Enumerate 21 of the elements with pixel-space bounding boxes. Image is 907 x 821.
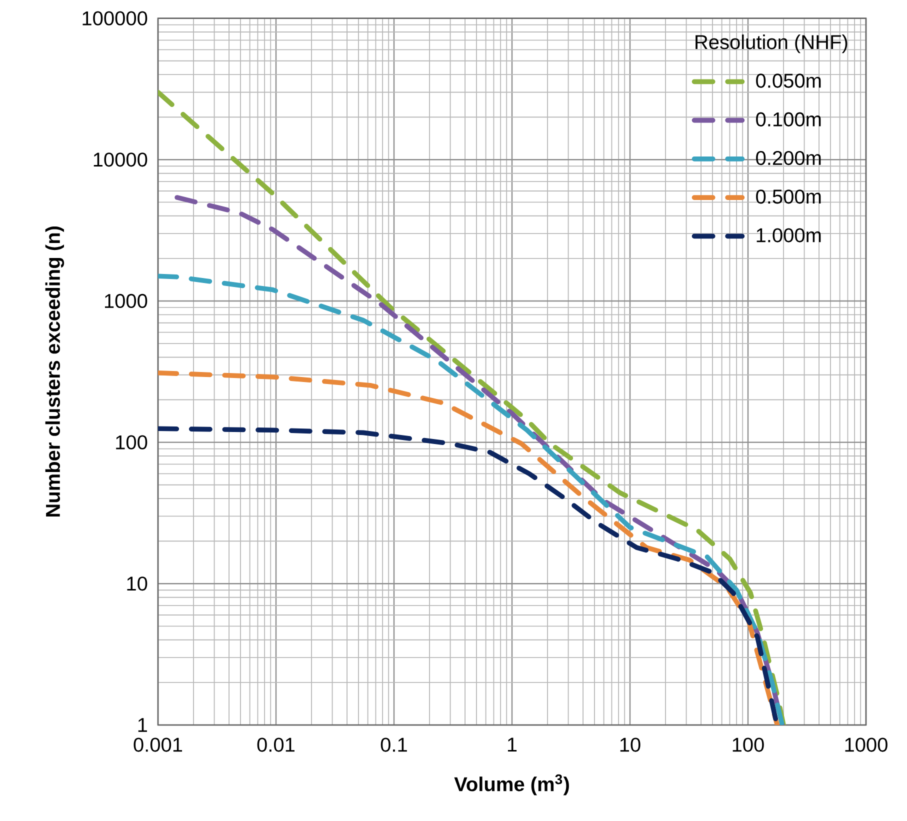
x-tick-label: 0.001 [134, 738, 182, 752]
y-tick-label: 100 [116, 435, 148, 450]
x-axis-title: Volume (m$^{3}$) [454, 774, 569, 796]
x-tick-label: 0.01 [257, 738, 294, 752]
y-tick-label: 10000 [94, 152, 148, 167]
legend-label: 0.050m [756, 74, 821, 88]
legend-label: 0.500m [756, 190, 821, 204]
x-tick-label: 1 [508, 738, 517, 752]
x-tick-label: 10 [620, 738, 640, 752]
y-tick-label: 100000 [82, 11, 148, 26]
y-tick-label: 10 [127, 576, 148, 591]
legend-label: 1.000m [756, 228, 821, 242]
y-tick-label: 1000 [104, 294, 148, 308]
x-tick-label: 0.1 [380, 738, 407, 752]
x-tick-label: 100 [732, 738, 764, 752]
y-tick-label: 1 [138, 718, 147, 732]
legend-label: 0.100m [756, 112, 821, 126]
y-axis-title: Number clusters exceeding (n) [45, 226, 64, 516]
legend-title: Resolution (NHF) [696, 34, 848, 54]
x-tick-label: 1000 [845, 738, 888, 752]
legend-label: 0.200m [756, 150, 821, 166]
